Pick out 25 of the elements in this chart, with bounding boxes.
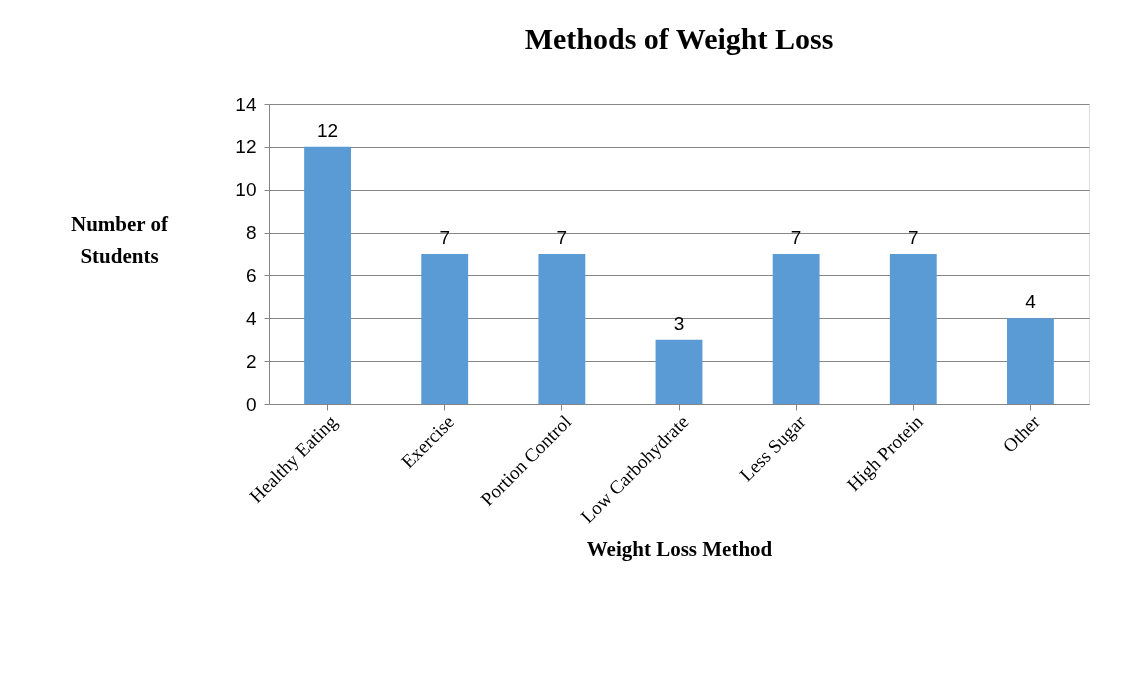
bar — [538, 254, 586, 404]
bar — [889, 254, 937, 404]
y-axis-title: Number of Students — [70, 211, 170, 268]
y-tick-label: 6 — [245, 264, 257, 286]
y-tick-label: 2 — [245, 350, 257, 372]
y-tick-label: 10 — [235, 179, 257, 201]
bar — [1007, 318, 1054, 404]
data-label: 7 — [556, 227, 568, 248]
data-label: 7 — [908, 227, 919, 248]
bar — [421, 254, 469, 404]
bar — [304, 146, 351, 404]
data-label: 12 — [317, 119, 339, 141]
x-axis-title: Weight Loss Method — [586, 537, 773, 562]
y-tick-label: 8 — [245, 222, 257, 244]
y-tick-label: 0 — [245, 393, 257, 415]
y-tick-label: 12 — [235, 136, 257, 158]
y-tick-label: 14 — [235, 93, 257, 115]
data-label: 7 — [439, 227, 450, 248]
y-tick-label: 4 — [245, 307, 257, 329]
data-label: 4 — [1025, 291, 1037, 313]
bar — [655, 339, 703, 404]
data-label: 7 — [790, 227, 802, 248]
data-label: 3 — [673, 312, 685, 334]
chart-title: Methods of Weight Loss — [524, 22, 834, 55]
bar — [772, 254, 820, 404]
